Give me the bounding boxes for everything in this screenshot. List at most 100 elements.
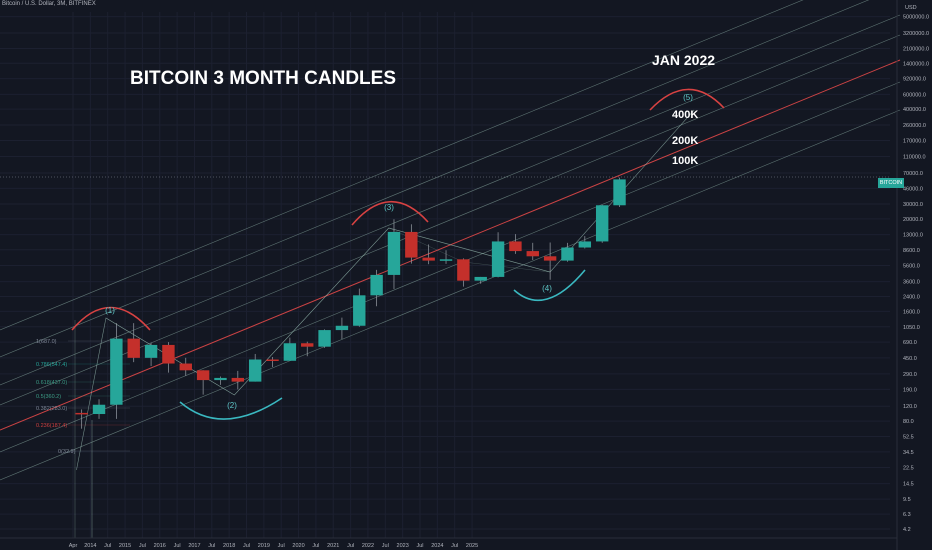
- candle-body: [162, 344, 175, 364]
- price-tick: 22.5: [903, 466, 914, 472]
- price-tick: 80.0: [903, 419, 914, 425]
- price-tick: 9.5: [903, 497, 911, 503]
- time-tick: Jul: [451, 543, 458, 549]
- price-tick: 13000.0: [903, 233, 923, 239]
- time-tick: Jul: [278, 543, 285, 549]
- price-tick: 70000.0: [903, 171, 923, 177]
- fib-label: 0.5(360.2): [36, 394, 61, 400]
- price-tick: 920000.0: [903, 77, 926, 83]
- wave-labels: (1) (2) (3) (4) (5): [105, 93, 693, 410]
- candle-body: [92, 404, 106, 415]
- wave-label: (4): [542, 284, 552, 293]
- candle-body: [509, 241, 522, 252]
- chart-title-annotation: BITCOIN 3 MONTH CANDLES: [130, 68, 396, 89]
- price-tick: 1050.0: [903, 325, 920, 331]
- time-tick: Jul: [104, 543, 111, 549]
- price-axis[interactable]: USD 5000000.0 3200000.0 2100000.0 1400000.0 9…: [896, 0, 929, 550]
- channel-line: [0, 81, 901, 453]
- target-date-annotation: JAN 2022: [652, 52, 716, 68]
- candle-body: [248, 359, 262, 382]
- candle-body: [578, 241, 592, 248]
- currency-label: USD: [905, 5, 917, 11]
- candle-body: [301, 343, 314, 347]
- candle-body: [595, 205, 609, 242]
- time-tick: Jul: [174, 543, 181, 549]
- candle-body: [214, 377, 227, 381]
- price-tick: 110000.0: [903, 154, 926, 160]
- fib-label: 0.786(547.4): [36, 362, 67, 368]
- fib-label: 0(32.9): [58, 449, 76, 455]
- candle-body: [526, 251, 539, 257]
- wave-path: [76, 109, 695, 471]
- time-tick: Jul: [312, 543, 319, 549]
- time-tick: 2019: [258, 543, 270, 549]
- time-tick: 2017: [188, 543, 200, 549]
- price-tick: 1400000.0: [903, 61, 929, 67]
- time-axis[interactable]: Apr 2014 Jul 2015 Jul 2016 Jul 2017 Jul 2018 Jul 20…: [0, 537, 897, 549]
- wave-label: (1): [105, 306, 115, 315]
- candle-body: [370, 274, 383, 296]
- price-tick: 14.5: [903, 482, 914, 488]
- candle-body: [353, 295, 366, 326]
- price-tick: 6.3: [903, 512, 911, 518]
- price-tick: 190.0: [903, 387, 917, 393]
- price-tick: 2100000.0: [903, 46, 929, 52]
- time-tick: Jul: [416, 543, 423, 549]
- candle-body: [266, 359, 279, 361]
- time-tick: Jul: [139, 543, 146, 549]
- candle-body: [387, 231, 401, 275]
- candle-body: [457, 259, 470, 281]
- chart-grid: [0, 12, 890, 538]
- candle-body: [613, 179, 626, 206]
- time-tick: 2018: [223, 543, 235, 549]
- price-tick: 450.0: [903, 356, 917, 362]
- candle-body: [543, 256, 557, 261]
- candle-body: [561, 247, 574, 261]
- channel-line: [0, 34, 901, 406]
- channel-line: [0, 14, 901, 386]
- last-price-tag: BITCOIN: [878, 178, 904, 188]
- price-tick: 170000.0: [903, 139, 926, 145]
- price-tick: 600000.0: [903, 92, 926, 98]
- price-tick: 3600.0: [903, 280, 920, 286]
- wave-path-secondary: [105, 227, 389, 396]
- target-100k-label: 100K: [672, 155, 699, 167]
- time-tick: Jul: [347, 543, 354, 549]
- price-tick: 1600.0: [903, 309, 920, 315]
- fib-label: 1(687.0): [36, 339, 57, 345]
- time-tick: 2023: [397, 543, 409, 549]
- time-tick: Jul: [208, 543, 215, 549]
- time-tick: 2014: [84, 543, 96, 549]
- candle-body: [405, 231, 418, 258]
- price-tick: 52.5: [903, 435, 914, 441]
- time-tick: 2021: [327, 543, 339, 549]
- candle-body: [422, 257, 435, 261]
- price-tick: 2400.0: [903, 295, 920, 301]
- target-400k-label: 400K: [672, 109, 699, 121]
- chart-header: Bitcoin / U.S. Dollar, 3M, BITFINEX: [2, 1, 96, 7]
- candle-body: [318, 330, 331, 347]
- fib-label: 0.618(437.0): [36, 380, 67, 386]
- channel-line: [0, 0, 804, 331]
- price-tick: 4.2: [903, 527, 911, 533]
- time-tick: Jul: [382, 543, 389, 549]
- channel-line: [0, 109, 901, 481]
- time-tick: 2022: [362, 543, 374, 549]
- channel-line: [0, 0, 870, 358]
- time-tick: 2024: [431, 543, 443, 549]
- time-tick: 2025: [466, 543, 478, 549]
- candle-body: [283, 343, 297, 361]
- price-tick: 3200000.0: [903, 31, 929, 37]
- price-tick: 5000000.0: [903, 15, 929, 21]
- wave-label: (5): [683, 93, 693, 102]
- candle-body: [231, 377, 245, 382]
- fib-label: 0.236(187.4): [36, 423, 67, 429]
- time-tick: 2015: [119, 543, 131, 549]
- candle-body: [110, 338, 123, 405]
- candle-body: [335, 325, 349, 331]
- price-tick: 20000.0: [903, 217, 923, 223]
- candles: [75, 177, 626, 429]
- candle-body: [196, 370, 210, 381]
- candle-body: [491, 241, 505, 277]
